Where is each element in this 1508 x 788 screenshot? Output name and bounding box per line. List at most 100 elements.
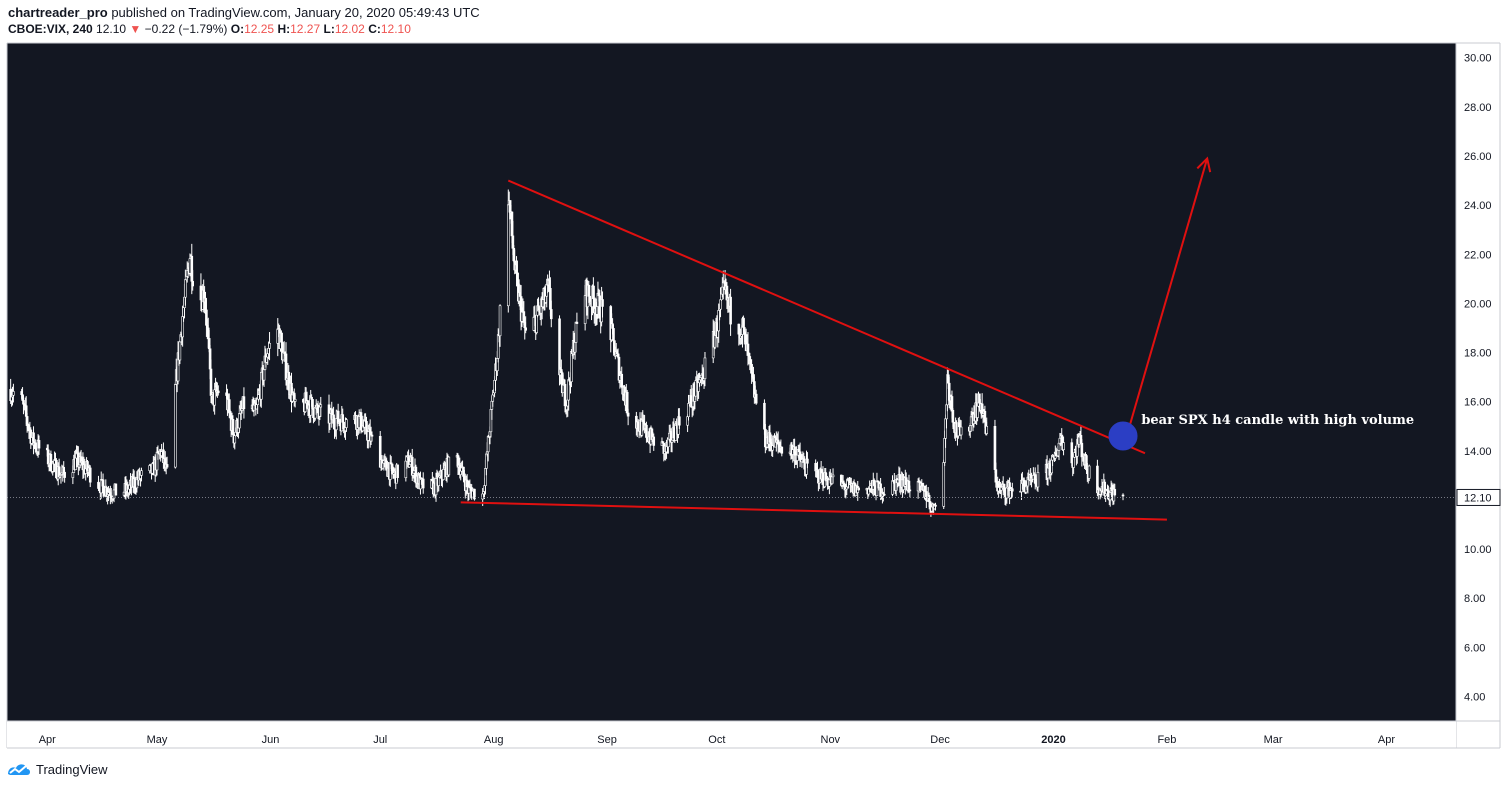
candle-body (408, 464, 411, 468)
time-tick-label: Nov (821, 734, 841, 746)
ohlc-legend: CBOE:VIX, 240 12.10 ▼ −0.22 (−1.79%) O:1… (8, 22, 411, 36)
tradingview-logo-icon (8, 764, 30, 775)
candle-body (174, 384, 177, 468)
candle-body (558, 318, 561, 376)
close-label: C: (368, 22, 381, 36)
candle-body (645, 424, 648, 438)
published-text: published on TradingView.com, January 20… (107, 5, 480, 20)
candle-body (293, 399, 297, 402)
publish-info: chartreader_pro published on TradingView… (8, 5, 480, 20)
candle-body (506, 204, 510, 307)
candle-body (743, 327, 746, 333)
time-tick-label: Jun (262, 734, 280, 746)
candle-body (242, 396, 246, 410)
candle-body (88, 467, 92, 483)
candle-body (140, 470, 143, 476)
candle-body (473, 488, 476, 500)
candle-body (1113, 489, 1117, 496)
candles-layer (9, 189, 1125, 517)
candle-body (574, 321, 578, 343)
last-price: 12.10 (96, 22, 127, 36)
low-value: 12.02 (334, 22, 365, 36)
upper-trendline[interactable] (507, 179, 1146, 455)
candle-body (184, 279, 187, 298)
candle-body (652, 436, 656, 446)
open-value: 12.25 (244, 22, 275, 36)
candle-body (336, 410, 340, 424)
candle-body (1036, 472, 1040, 488)
arrow-head-icon (1196, 156, 1212, 173)
price-tick-label: 28.00 (1464, 102, 1492, 114)
candle-body (575, 321, 579, 324)
candle-body (908, 489, 912, 492)
candle-body (703, 357, 707, 380)
price-tick-label: 4.00 (1464, 691, 1485, 703)
candle-body (780, 446, 784, 454)
candle-body (806, 458, 809, 464)
candle-body (447, 456, 451, 476)
candle-body (231, 419, 235, 435)
price-tick-label: 20.00 (1464, 298, 1492, 310)
plot-area[interactable] (7, 43, 1456, 721)
tradingview-brand: TradingView (36, 761, 108, 777)
candle-body (227, 399, 231, 412)
lower-trendline[interactable] (460, 501, 1167, 521)
candle-body (748, 356, 752, 361)
candle-body (396, 464, 399, 479)
candle-body (486, 436, 490, 453)
candle-body (750, 364, 753, 374)
candle-body (754, 393, 758, 404)
time-tick-label: Feb (1157, 734, 1176, 746)
price-axis[interactable] (1456, 43, 1501, 721)
candle-body (114, 483, 118, 496)
arrow-shaft[interactable] (1125, 158, 1209, 437)
highlight-circle[interactable] (1108, 421, 1138, 451)
candle-body (729, 296, 732, 325)
low-label: L: (323, 22, 335, 36)
time-axis-labels: Apr May Jun Jul Aug Sep Oct Nov Dec 2020 Feb Mar Apr (39, 734, 1396, 746)
candle-body (1011, 488, 1014, 492)
time-tick-label: Oct (708, 734, 725, 746)
candle-body (831, 474, 835, 478)
time-tick-label: Aug (484, 734, 504, 746)
time-tick-label: 2020 (1041, 734, 1065, 746)
annotation-text[interactable]: bear SPX h4 candle with high volume (1141, 413, 1414, 428)
candle-body (1062, 442, 1065, 450)
candle-body (191, 280, 194, 287)
candle-body (719, 299, 722, 310)
candle-body (311, 399, 314, 409)
candle-body (524, 327, 527, 331)
candle-body (678, 416, 681, 426)
open-label: O: (230, 22, 245, 36)
candle-body (857, 487, 860, 491)
candle-body (612, 328, 615, 341)
high-value: 12.27 (290, 22, 321, 36)
candle-body (882, 493, 886, 496)
symbol-label: CBOE:VIX, 240 (8, 22, 93, 36)
candle-body (601, 299, 604, 307)
time-tick-label: Dec (930, 734, 950, 746)
price-tick-label: 14.00 (1464, 446, 1492, 458)
candle-body (262, 369, 266, 381)
candle-body (549, 309, 553, 320)
candle-body (238, 413, 241, 429)
tradingview-footer[interactable]: TradingView (6, 760, 108, 778)
time-tick-label: May (147, 734, 168, 746)
candle-body (345, 419, 348, 428)
time-axis[interactable] (7, 721, 1456, 748)
candle-body (1121, 494, 1125, 497)
price-change: −0.22 (−1.79%) (144, 22, 228, 36)
candle-body (985, 425, 989, 434)
candle-body (12, 391, 15, 396)
time-tick-label: Apr (39, 734, 56, 746)
candle-body (268, 342, 271, 349)
last-price-tag: 12.10 (1456, 488, 1501, 506)
time-tick-label: Jul (373, 734, 387, 746)
candle-body (178, 341, 182, 361)
price-tick-label: 26.00 (1464, 151, 1492, 163)
candle-body (37, 440, 41, 449)
price-tick-label: 30.00 (1464, 53, 1492, 65)
author-name[interactable]: chartreader_pro (8, 5, 108, 20)
candle-body (491, 394, 495, 402)
